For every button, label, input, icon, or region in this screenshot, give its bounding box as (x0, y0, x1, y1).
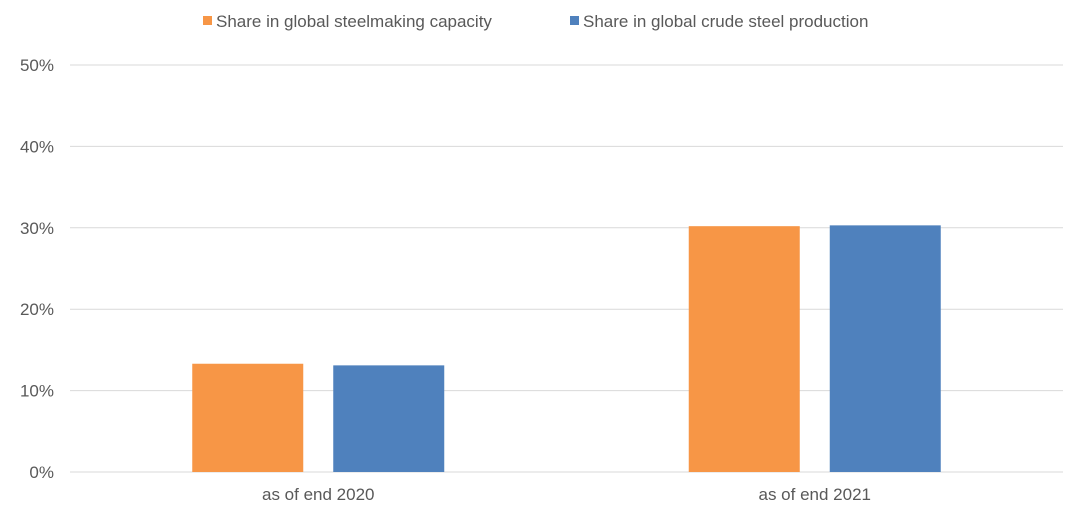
y-tick-label: 10% (20, 382, 54, 401)
bar-capacity-0 (192, 363, 304, 472)
legend-swatch-0 (203, 16, 212, 25)
legend-label-0: Share in global steelmaking capacity (216, 12, 492, 31)
y-tick-label: 20% (20, 300, 54, 319)
bar-production-1 (829, 225, 941, 472)
y-tick-label: 0% (29, 463, 54, 482)
y-tick-label: 40% (20, 137, 54, 156)
x-tick-label: as of end 2020 (262, 485, 374, 504)
legend-swatch-1 (570, 16, 579, 25)
y-tick-label: 50% (20, 56, 54, 75)
y-axis-ticks: 0% 10% 20% 30% 40% 50% (20, 56, 54, 482)
x-axis-ticks: as of end 2020 as of end 2021 (262, 485, 871, 504)
legend-label-1: Share in global crude steel production (583, 12, 868, 31)
x-tick-label: as of end 2021 (759, 485, 871, 504)
bar-capacity-1 (688, 226, 800, 472)
legend: Share in global steelmaking capacity Shar… (203, 12, 868, 31)
y-tick-label: 30% (20, 219, 54, 238)
bar-production-0 (333, 365, 445, 472)
bars (192, 225, 941, 472)
